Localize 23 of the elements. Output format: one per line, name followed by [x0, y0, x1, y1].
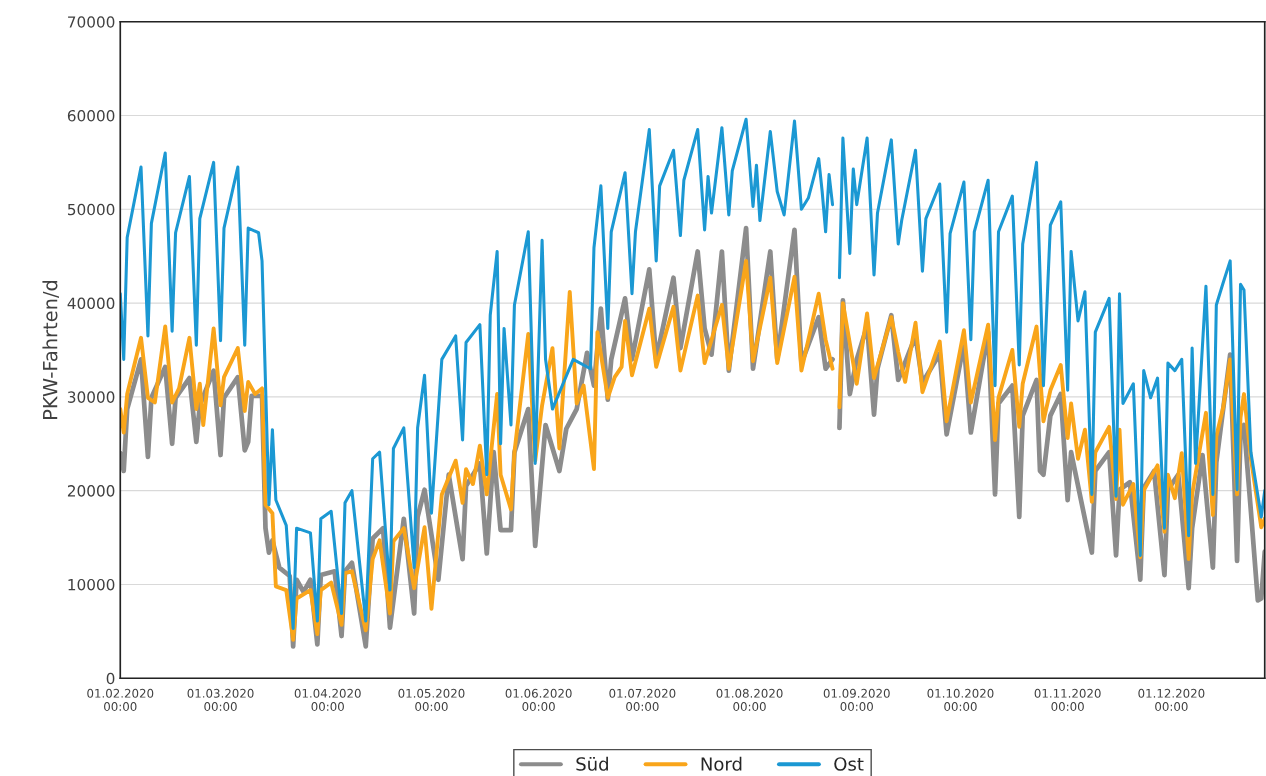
- x-tick-label: 01.07.2020 00:00: [609, 688, 676, 711]
- x-tick-label: 01.09.2020 00:00: [823, 688, 890, 711]
- y-tick-label: 20000: [67, 485, 115, 497]
- y-axis-title: PKW-Fahrten/d: [42, 280, 60, 419]
- x-tick-label: 01.02.2020 00:00: [87, 688, 154, 711]
- x-tick-label: 01.05.2020 00:00: [398, 688, 465, 711]
- x-tick-label: 01.10.2020 00:00: [927, 688, 994, 711]
- x-tick-label: 01.04.2020 00:00: [294, 688, 361, 711]
- legend-label: Ost: [834, 757, 864, 771]
- x-tick-label: 01.11.2020 00:00: [1034, 688, 1101, 711]
- y-tick-label: 30000: [67, 391, 115, 403]
- y-tick-label: 0: [106, 672, 115, 685]
- x-tick-label: 01.03.2020 00:00: [187, 688, 254, 711]
- x-tick-label: 01.12.2020 00:00: [1138, 688, 1205, 711]
- x-tick-label: 01.06.2020 00:00: [505, 688, 572, 711]
- y-tick-label: 10000: [68, 578, 115, 591]
- y-tick-label: 40000: [67, 297, 115, 310]
- y-tick-label: 70000: [68, 16, 115, 28]
- legend-label: Süd: [576, 756, 608, 771]
- y-tick-label: 50000: [67, 203, 115, 216]
- y-tick-label: 60000: [67, 109, 115, 122]
- legend-label: Nord: [701, 756, 742, 771]
- x-tick-label: 01.08.2020 00:00: [716, 688, 783, 711]
